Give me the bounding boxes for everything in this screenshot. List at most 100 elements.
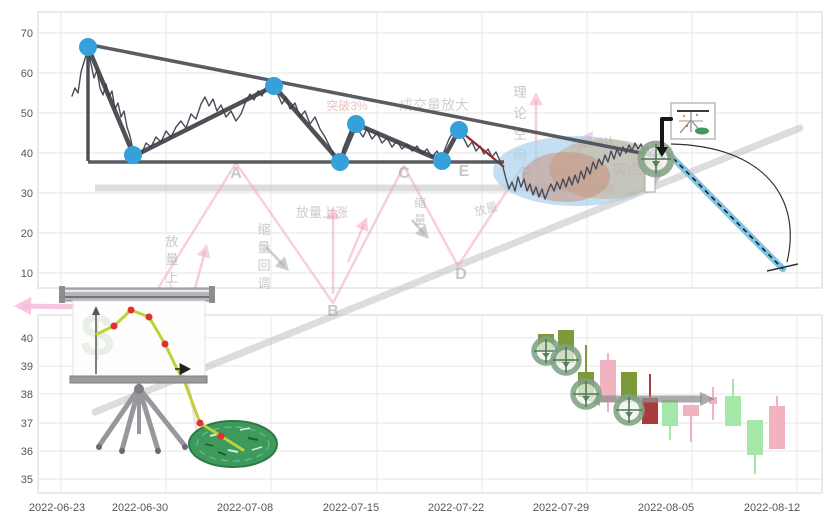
watermark-text-suoliang: 量 — [414, 213, 426, 227]
pattern-letters: C — [398, 165, 410, 182]
screen-chart-line — [95, 308, 245, 452]
chart-red-dot — [161, 340, 169, 348]
easel-roller-cap — [59, 286, 65, 303]
price-line — [71, 48, 666, 200]
x-axis-ticks: 2022-08-12 — [744, 502, 800, 514]
disc-speckle — [251, 446, 263, 451]
price-layer — [71, 38, 666, 200]
bottom-y-axis-ticks: 36 — [21, 446, 33, 458]
watermark-text-fangliang-shangzhang: 量 — [165, 252, 178, 267]
inset-dot — [682, 114, 686, 118]
candle-body — [747, 420, 763, 455]
projection-curve — [670, 143, 791, 263]
bottom-y-axis-ticks: 38 — [21, 389, 33, 401]
pink-up-arrow — [196, 244, 211, 259]
bottom-y-axis-ticks: 39 — [21, 361, 33, 373]
top-y-axis-ticks: 30 — [21, 188, 33, 200]
tripod-foot — [119, 448, 125, 454]
easel-roller-bar — [61, 287, 213, 302]
x-axis-ticks: 2022-06-23 — [29, 502, 85, 514]
inset-dot — [695, 113, 699, 117]
candle-body — [725, 396, 741, 426]
bottom-y-axis-ticks: 40 — [21, 333, 33, 345]
top-y-axis-ticks: 40 — [21, 148, 33, 160]
top-y-axis-ticks: 70 — [21, 28, 33, 40]
watermark-text-lilun-kongjian: 论 — [513, 106, 527, 121]
x-axis-ticks: 2022-07-15 — [323, 502, 379, 514]
pivot-dot — [433, 152, 451, 170]
easel-clipart-layer: $ — [14, 286, 278, 468]
elbow-arrow-shaft — [660, 117, 673, 150]
top-y-axis-ticks: 20 — [21, 228, 33, 240]
disc-speckle — [247, 437, 259, 441]
watermark-text-suoliang: 缩 — [414, 195, 426, 210]
inset-easel-leg — [679, 119, 692, 134]
small-black-arrow — [179, 363, 191, 375]
disc-speckle — [217, 451, 227, 456]
x-axis-ticks: 2022-07-22 — [428, 502, 484, 514]
pattern-letters: D — [455, 266, 467, 283]
candle-body — [621, 372, 637, 400]
candlestick-layer — [531, 330, 785, 474]
x-axis-ticks: 2022-06-30 — [112, 502, 168, 514]
chart-red-dot — [110, 322, 118, 330]
wheel-marker-icon — [562, 362, 570, 368]
chart-red-dot — [145, 313, 153, 321]
pink-up-arrow — [529, 92, 543, 106]
watermark-text-fangliang: 放量 — [472, 198, 499, 219]
candle-body — [600, 360, 616, 402]
elbow-arrow-head — [656, 147, 668, 157]
green-disc-inner-ring — [196, 426, 270, 462]
pivot-dot — [79, 38, 97, 56]
chart-red-dot — [196, 419, 204, 427]
pink-left-arrow — [14, 297, 32, 316]
tripod-foot — [155, 448, 161, 454]
wheel-marker-icon — [625, 412, 633, 418]
candle-body — [683, 405, 699, 416]
bottom-y-axis-ticks: 35 — [21, 474, 33, 486]
disc-speckle — [227, 449, 239, 453]
tripod-leg — [119, 385, 142, 453]
pivot-dot — [124, 146, 142, 164]
wheel-marker-icon — [542, 353, 550, 359]
projection-end-tick — [766, 263, 799, 272]
candle-body — [769, 406, 785, 449]
pink-up-arrow — [355, 217, 369, 232]
screen-y-axis-arrowhead — [92, 306, 100, 315]
candle-body — [709, 397, 717, 404]
candle-body — [642, 398, 658, 424]
bottom-panel-border — [37, 314, 823, 494]
chart-red-dot — [217, 432, 225, 440]
pattern-letters: A — [230, 165, 242, 182]
tripod-foot — [182, 444, 188, 450]
tripod-leg — [136, 385, 188, 449]
inset-green-disc — [695, 127, 709, 135]
watermark-text-tupo3: 突破3% — [326, 98, 368, 113]
gray-double-arrow-head-right — [700, 392, 715, 406]
easel-roller-cap — [209, 286, 215, 303]
pivot-dot — [347, 115, 365, 133]
x-axis-ticks: 2022-07-29 — [533, 502, 589, 514]
annotation-layer — [637, 102, 799, 273]
watermark-text-fangliang-shangzhang: 放 — [165, 234, 178, 249]
easel-tray — [69, 375, 208, 384]
tripod-foot — [96, 444, 102, 450]
pattern-letters: E — [459, 163, 470, 180]
top-y-axis-ticks: 60 — [21, 68, 33, 80]
pink-up-arrow — [326, 206, 340, 220]
watermark-text-fangliang-shangzhang-h: 放量上涨 — [296, 205, 348, 220]
chart-red-dot — [127, 306, 135, 314]
pivot-dot — [265, 77, 283, 95]
disc-speckle — [239, 427, 251, 431]
grid-layer: 70 60 50 40 30 20 10 40 39 38 37 36 35 2022-06-23 2022… — [21, 11, 823, 514]
top-y-axis-ticks: 50 — [21, 108, 33, 120]
top-panel-border — [37, 11, 823, 289]
inset-dot — [685, 124, 689, 128]
watermark-text-suoliang-huidiao: 调 — [257, 276, 270, 291]
pivot-dot — [331, 153, 349, 171]
wheel-marker-icon — [582, 396, 590, 402]
gray-down-arrow — [274, 256, 289, 271]
bottom-y-axis-ticks: 37 — [21, 418, 33, 430]
watermark-diagonal — [91, 124, 804, 416]
